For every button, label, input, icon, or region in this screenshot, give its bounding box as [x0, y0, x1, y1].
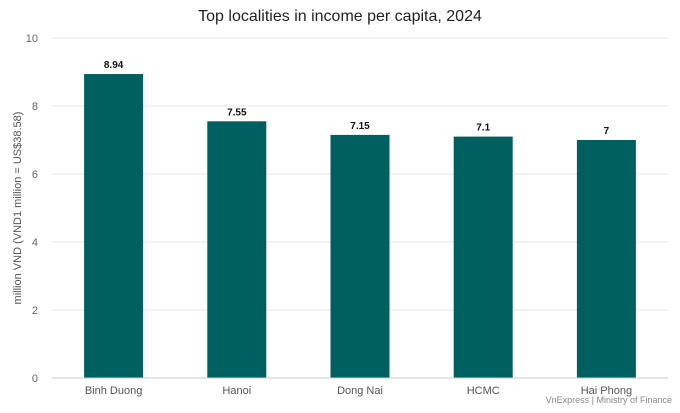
y-axis-label: million VND (VND1 million = US$38.58) — [12, 112, 24, 305]
x-tick-label: Dong Nai — [337, 385, 383, 397]
x-tick-label: HCMC — [467, 385, 500, 397]
y-tick-label: 2 — [32, 305, 38, 317]
bar-dong-nai — [330, 134, 390, 378]
data-label: 8.94 — [104, 60, 124, 71]
y-tick-label: 4 — [32, 237, 38, 249]
y-tick-label: 0 — [32, 373, 38, 385]
data-label: 7.55 — [227, 107, 247, 118]
x-axis-ticks: Binh Duong Hanoi Dong Nai HCMC Hai Phong — [85, 385, 632, 397]
bar-binh-duong — [84, 74, 144, 378]
data-label: 7 — [604, 126, 610, 137]
x-tick-label: Hanoi — [222, 385, 251, 397]
y-tick-label: 6 — [32, 169, 38, 181]
y-tick-label: 8 — [32, 101, 38, 113]
y-axis-ticks: 0 2 4 6 8 10 — [26, 33, 38, 385]
bar-hanoi — [207, 121, 267, 379]
bar-hai-phong — [576, 140, 636, 378]
chart-title: Top localities in income per capita, 202… — [198, 8, 482, 25]
bars — [84, 74, 636, 379]
data-labels: 8.94 7.55 7.15 7.1 7 — [104, 60, 610, 137]
data-label: 7.1 — [476, 123, 490, 134]
source-note: VnExpress | Ministry of Finance — [546, 395, 672, 405]
bar-hcmc — [453, 136, 513, 378]
x-tick-label: Hai Phong — [581, 385, 632, 397]
data-label: 7.15 — [350, 121, 370, 132]
y-tick-label: 10 — [26, 33, 38, 45]
x-tick-label: Binh Duong — [85, 385, 143, 397]
